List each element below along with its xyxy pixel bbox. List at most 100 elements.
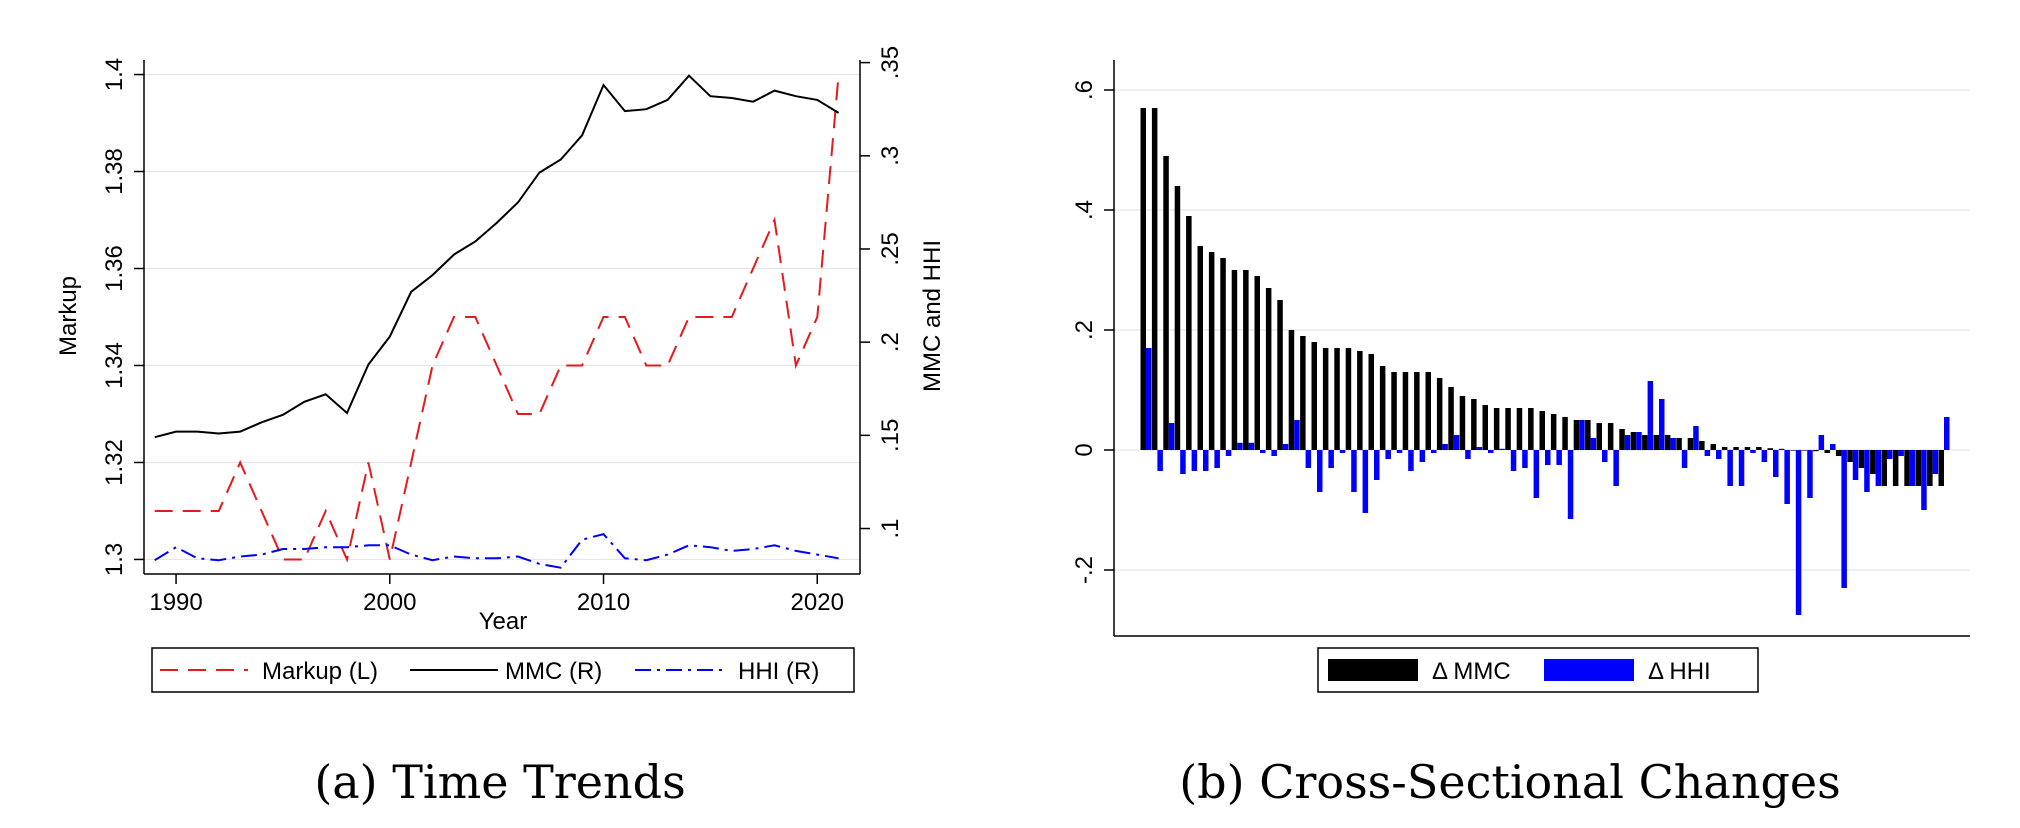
bar-delta-hhi <box>1522 450 1528 468</box>
panel-a-series-markup-l <box>154 74 840 563</box>
bar-delta-mmc <box>1607 423 1614 450</box>
bar-delta-hhi <box>1750 450 1756 453</box>
bar-delta-hhi <box>1613 450 1619 486</box>
bar-delta-mmc <box>1767 448 1773 450</box>
bar-delta-mmc <box>1813 450 1819 452</box>
bar-delta-hhi <box>1681 450 1688 468</box>
bar-delta-hhi <box>1396 450 1403 453</box>
bar-delta-mmc <box>1915 450 1922 486</box>
bar-delta-mmc <box>1220 258 1226 450</box>
panel-a-gridlines <box>144 73 860 561</box>
bar-delta-mmc <box>1790 450 1796 451</box>
bar-delta-hhi <box>1499 448 1505 450</box>
bar-delta-hhi <box>1271 450 1277 456</box>
bar-delta-hhi <box>1602 450 1608 462</box>
bar-delta-hhi <box>1659 399 1665 450</box>
bar-delta-hhi <box>1374 450 1380 480</box>
bar-delta-mmc <box>1676 438 1682 450</box>
bar-delta-mmc <box>1140 108 1146 450</box>
bar-delta-hhi <box>1488 450 1494 453</box>
panel-b-y-tick-label: .4 <box>1071 200 1098 220</box>
panel-b-legend: Δ MMC Δ HHI <box>1317 647 1759 693</box>
bar-delta-hhi <box>1579 420 1585 450</box>
bar-delta-mmc <box>1357 351 1363 450</box>
bar-delta-mmc <box>1619 429 1625 450</box>
bar-delta-hhi <box>1260 450 1266 453</box>
panel-a-left-axis-label: Markup <box>55 276 82 356</box>
bar-delta-hhi <box>1647 381 1654 450</box>
bar-delta-hhi <box>1442 444 1448 450</box>
panel-b-y-tick-label: -.2 <box>1071 556 1098 584</box>
bar-delta-mmc <box>1835 450 1842 456</box>
bar-delta-hhi <box>1795 450 1802 615</box>
bar-delta-hhi <box>1773 450 1779 477</box>
panel-a-legend-box <box>151 647 855 693</box>
bar-delta-hhi <box>1624 435 1631 450</box>
bar-delta-mmc <box>1550 414 1557 450</box>
bar-delta-hhi <box>1453 435 1460 450</box>
bar-delta-mmc <box>1516 408 1523 450</box>
bar-delta-mmc <box>1151 108 1158 450</box>
panel-a-left-tick-label: 1.34 <box>101 342 128 389</box>
bar-delta-mmc <box>1163 156 1169 450</box>
panel-a-legend-label: MMC (R) <box>505 658 602 685</box>
bar-delta-hhi <box>1932 450 1939 474</box>
bar-delta-mmc <box>1710 444 1716 450</box>
bar-delta-mmc <box>1471 399 1477 450</box>
bar-delta-mmc <box>1288 330 1295 450</box>
panel-a-x-tick-label: 1990 <box>149 589 202 616</box>
bar-delta-hhi <box>1191 450 1198 471</box>
bar-delta-hhi <box>1408 450 1414 471</box>
panel-a-left-tick-label: 1.3 <box>101 543 128 576</box>
bar-delta-mmc <box>1425 372 1431 450</box>
bar-delta-mmc <box>1322 348 1329 450</box>
panel-a-left-tick-label: 1.32 <box>101 439 128 486</box>
bar-delta-hhi <box>1225 450 1232 456</box>
bar-delta-hhi <box>1180 450 1186 474</box>
panel-a-right-axis-label: MMC and HHI <box>919 240 946 392</box>
bar-delta-hhi <box>1875 450 1882 486</box>
bar-delta-mmc <box>1493 408 1500 450</box>
bar-delta-mmc <box>1847 450 1853 462</box>
bar-delta-hhi <box>1351 450 1357 492</box>
bar-delta-mmc <box>1311 342 1317 450</box>
bar-delta-mmc <box>1300 336 1306 450</box>
bar-delta-mmc <box>1892 450 1899 486</box>
panel-b-y-tick-label: 0 <box>1071 443 1098 456</box>
panel-a-x-tick-label: 2010 <box>577 589 630 616</box>
bar-delta-hhi <box>1716 450 1722 459</box>
bar-delta-mmc <box>1505 408 1511 450</box>
panel-a-series-lines <box>154 74 840 569</box>
bar-delta-hhi <box>1556 450 1562 465</box>
bar-delta-mmc <box>1630 432 1637 450</box>
panel-b-legend-key <box>1328 659 1418 681</box>
panel-b-y-tick-label: .2 <box>1071 320 1098 340</box>
panel-a-legend-label: HHI (R) <box>738 658 819 685</box>
bar-delta-mmc <box>1459 396 1466 450</box>
bar-delta-hhi <box>1146 348 1152 450</box>
bar-delta-mmc <box>1699 441 1705 450</box>
panel-a-left-tick-label: 1.38 <box>101 148 128 195</box>
bar-delta-hhi <box>1864 450 1870 492</box>
bar-delta-mmc <box>1881 450 1887 486</box>
panel-b-caption: (b) Cross-Sectional Changes <box>1179 755 1841 809</box>
panel-b-legend-label: Δ HHI <box>1648 658 1711 685</box>
bar-delta-hhi <box>1545 450 1551 465</box>
bar-delta-mmc <box>1585 420 1591 450</box>
panel-a-time-trends: 1.3 1.32 1.34 1.36 1.38 1.4 .1 .15 .2 .25 .3 .35 199… <box>55 46 946 809</box>
bar-delta-hhi <box>1328 450 1334 468</box>
panel-a-right-tick-label: .1 <box>877 519 904 539</box>
panel-b-ticks: -.2 0 .2 .4 .6 <box>1071 80 1114 584</box>
bar-delta-mmc <box>1482 405 1488 450</box>
bar-delta-hhi <box>1590 438 1597 450</box>
panel-a-series-mmc-r <box>154 74 840 439</box>
bar-delta-mmc <box>1687 438 1694 450</box>
bar-delta-hhi <box>1909 450 1916 486</box>
bar-delta-mmc <box>1756 447 1762 450</box>
bar-delta-mmc <box>1277 300 1283 450</box>
panel-b-bars <box>1140 108 1950 615</box>
panel-a-right-tick-label: .15 <box>877 419 904 452</box>
bar-delta-mmc <box>1733 447 1739 450</box>
bar-delta-hhi <box>1830 444 1836 450</box>
